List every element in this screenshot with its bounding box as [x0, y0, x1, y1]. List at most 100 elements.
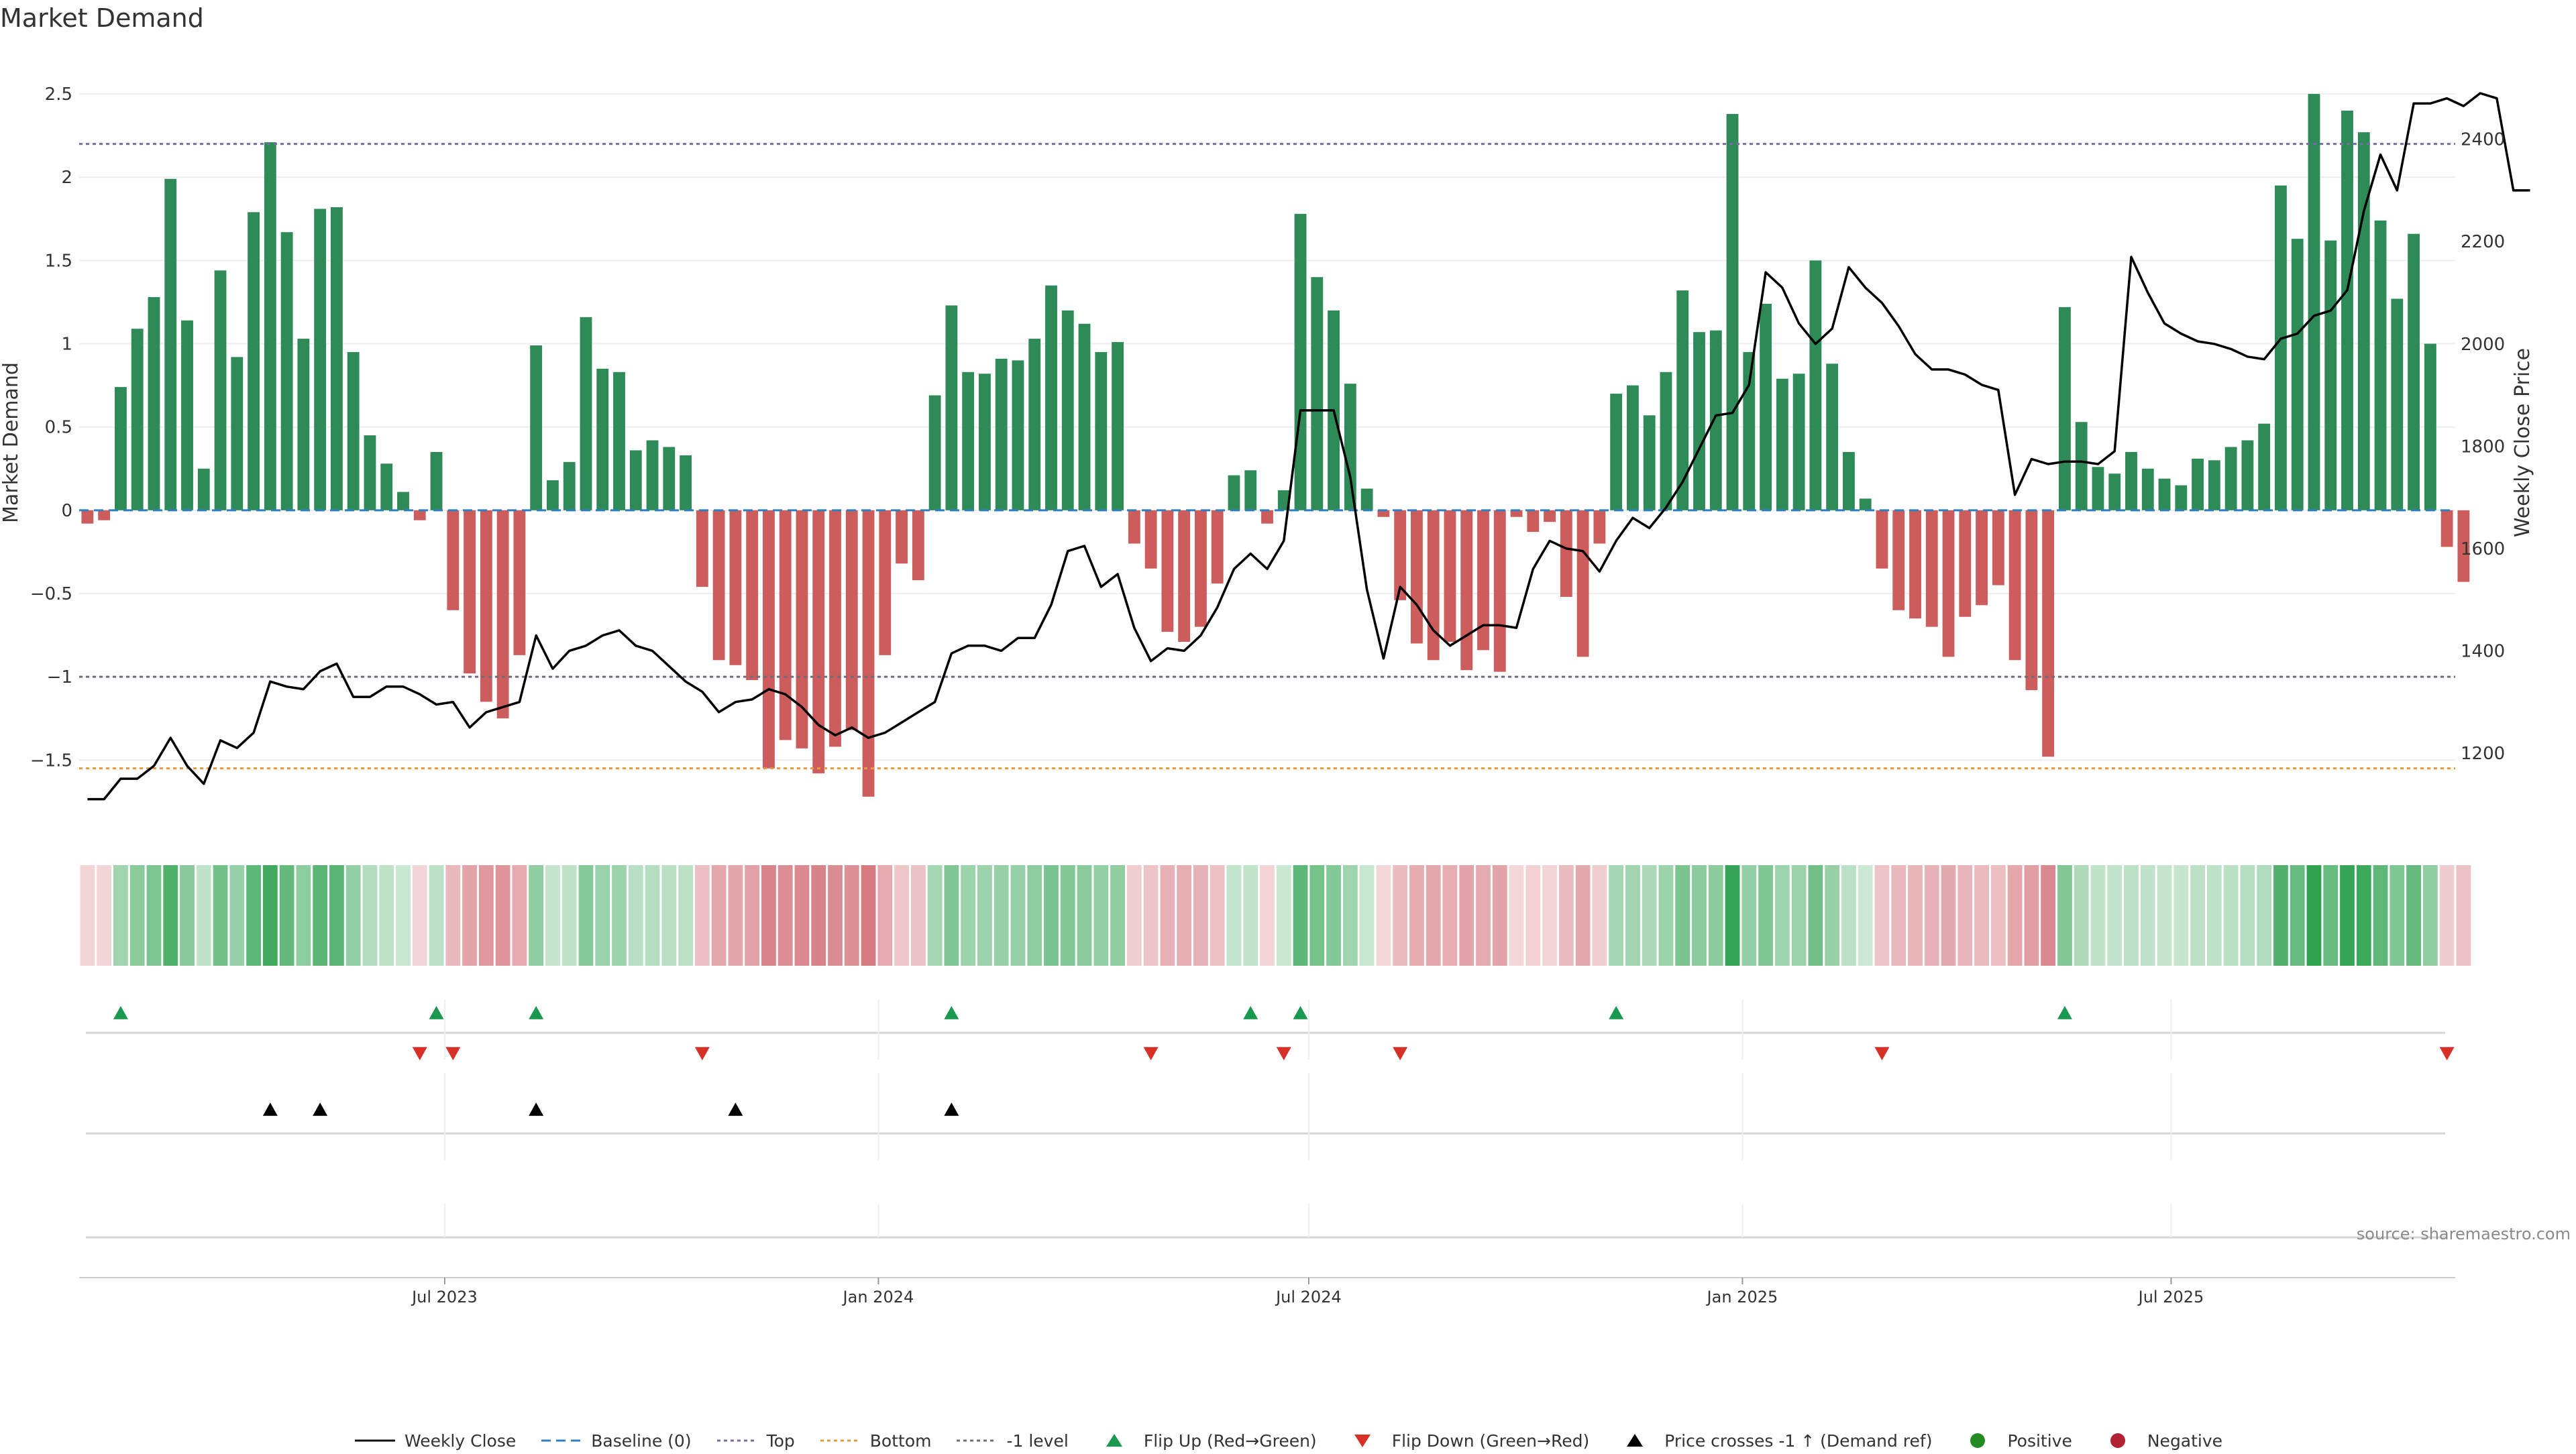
axes: −1.5 −1 −0.5 0 0.5 1 1.5 2 2.5 1200 1400 1600 1800 20… [30, 85, 2505, 1306]
heat-cell [1791, 865, 1807, 966]
heat-cell [2174, 865, 2189, 966]
demand-bar [2275, 185, 2287, 510]
y-tick-label: −1.5 [30, 750, 72, 771]
heat-cell [146, 865, 162, 966]
flip-up-marker [429, 1006, 444, 1019]
heat-cell [97, 865, 112, 966]
heat-cell [2140, 865, 2155, 966]
demand-bar [1493, 510, 1506, 672]
heat-cell [1342, 865, 1358, 966]
heat-cell [1409, 865, 1424, 966]
heat-cell [612, 865, 627, 966]
demand-bar [845, 510, 858, 730]
demand-bar [2108, 473, 2121, 510]
heat-cell [2390, 865, 2405, 966]
demand-bar [812, 510, 825, 774]
demand-bar [1627, 385, 1639, 510]
demand-bar [912, 510, 924, 581]
demand-bar [2008, 510, 2021, 661]
demand-bar [1776, 378, 1788, 510]
demand-bar [1344, 384, 1356, 510]
heat-cell [595, 865, 610, 966]
demand-bar [530, 345, 543, 510]
demand-bar [1676, 290, 1689, 510]
flip-up-marker [944, 1006, 959, 1019]
demand-bar [696, 510, 708, 588]
heat-cell [512, 865, 527, 966]
legend-label: Bottom [869, 1431, 932, 1451]
legend-swatch [820, 1439, 861, 1442]
heat-cell [977, 865, 992, 966]
heat-cell [1044, 865, 1059, 966]
demand-bar [1643, 415, 1656, 510]
legend-item: Weekly Close [354, 1431, 516, 1451]
flip-down-marker [1143, 1047, 1159, 1060]
demand-bar [2141, 468, 2154, 510]
heat-cell [329, 865, 344, 966]
demand-bar [314, 209, 327, 510]
heat-cell [1692, 865, 1707, 966]
demand-bar [2391, 298, 2404, 510]
demand-bar [1976, 510, 1988, 606]
heat-cell [462, 865, 477, 966]
heat-cell [362, 865, 378, 966]
demand-bar [2042, 510, 2055, 757]
demand-bar [2357, 132, 2370, 510]
heat-cell [761, 865, 776, 966]
demand-bar [2341, 110, 2353, 510]
legend-label: Price crosses -1 ↑ (Demand ref) [1664, 1431, 1933, 1451]
heat-cell [1110, 865, 1125, 966]
legend-label: Negative [2147, 1431, 2223, 1451]
y2-tick-label: 1200 [2461, 744, 2505, 764]
demand-bar [413, 510, 426, 520]
source-credit: source: sharemaestro.com [2357, 1225, 2571, 1243]
heat-cell [2422, 865, 2438, 966]
demand-bar [563, 461, 576, 510]
demand-bar [181, 320, 193, 510]
demand-bar [1760, 303, 1772, 510]
demand-bar [2175, 485, 2188, 510]
y-tick-label: 0.5 [45, 418, 72, 438]
heat-cell [429, 865, 444, 966]
demand-bar [1394, 510, 1407, 600]
demand-bar [447, 510, 460, 610]
heat-cell [80, 865, 95, 966]
heat-cell [927, 865, 943, 966]
demand-bar [2125, 451, 2137, 510]
heat-cell [1708, 865, 1723, 966]
heat-cell [345, 865, 361, 966]
heat-cell [2223, 865, 2239, 966]
demand-bar [746, 510, 759, 681]
demand-bar [1527, 510, 1540, 533]
demand-bar [1161, 510, 1174, 632]
x-tick-label: Jul 2024 [1275, 1288, 1342, 1306]
heat-cell [1825, 865, 1840, 966]
demand-bar [2308, 94, 2320, 510]
demand-bar [1859, 498, 1872, 510]
demand-bar [1061, 310, 1074, 510]
price-cross-marker [262, 1103, 278, 1116]
flip-down-marker [1874, 1047, 1890, 1060]
demand-bar [962, 372, 975, 510]
heat-cell [777, 865, 793, 966]
flip-up-marker [1293, 1006, 1308, 1019]
demand-bar [197, 468, 210, 510]
y-tick-label: 1.5 [45, 251, 72, 271]
price-cross-marker [529, 1103, 544, 1116]
demand-bar [131, 329, 144, 510]
heat-cell [2024, 865, 2039, 966]
heat-cell [213, 865, 228, 966]
heat-cell [1908, 865, 1923, 966]
demand-bar [1843, 451, 1855, 510]
heat-cell [1326, 865, 1341, 966]
y2-tick-label: 1600 [2461, 539, 2505, 559]
demand-bar [1942, 510, 1955, 657]
demand-bar [380, 463, 393, 510]
demand-bar [1809, 260, 1822, 510]
heat-cell [1492, 865, 1507, 966]
heat-cell [1276, 865, 1291, 966]
legend-label: Positive [2007, 1431, 2072, 1451]
demand-bar [2457, 510, 2470, 582]
heat-cell [495, 865, 511, 966]
heat-cell [246, 865, 261, 966]
